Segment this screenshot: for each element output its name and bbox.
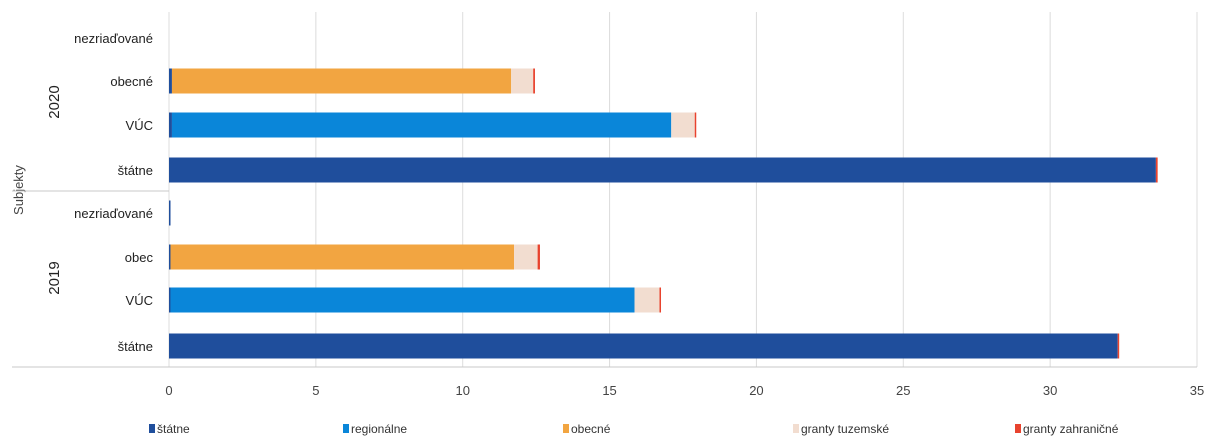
bar-segment — [659, 287, 662, 313]
legend-label: štátne — [157, 422, 190, 436]
bar-segment — [634, 287, 660, 313]
category-label: VÚC — [126, 118, 153, 133]
legend-label: granty zahraničné — [1023, 422, 1119, 436]
legend-label: granty tuzemské — [801, 422, 889, 436]
category-label: štátne — [118, 339, 153, 354]
bar-segment — [170, 287, 635, 313]
bar-segment — [1155, 157, 1158, 183]
legend-swatch — [1015, 424, 1021, 433]
x-tick-label: 10 — [455, 383, 469, 398]
x-tick-label: 25 — [896, 383, 910, 398]
bar-segment — [169, 68, 172, 94]
bar-segment — [169, 287, 171, 313]
x-tick-label: 15 — [602, 383, 616, 398]
x-tick-label: 0 — [165, 383, 172, 398]
bar-segment — [169, 157, 1156, 183]
bar-segment — [694, 112, 697, 138]
bar-segment — [533, 68, 535, 94]
legend-label: obecné — [571, 422, 611, 436]
group-label: 2020 — [46, 85, 63, 118]
x-tick-label: 35 — [1190, 383, 1204, 398]
category-label: štátne — [118, 163, 153, 178]
legend-swatch — [343, 424, 349, 433]
x-tick-label: 30 — [1043, 383, 1057, 398]
bar-segment — [537, 244, 540, 270]
bar-segment — [169, 200, 171, 226]
category-label: obecné — [110, 74, 153, 89]
bar-segment — [1117, 333, 1120, 359]
bar-segment — [511, 68, 534, 94]
category-label: VÚC — [126, 293, 153, 308]
x-tick-label: 20 — [749, 383, 763, 398]
bar-segment — [170, 244, 515, 270]
bar-segment — [514, 244, 538, 270]
bar-segment — [169, 112, 172, 138]
bar-segment — [671, 112, 695, 138]
legend-label: regionálne — [351, 422, 407, 436]
group-label: 2019 — [46, 261, 63, 294]
category-label: obec — [125, 250, 154, 265]
bar-segment — [169, 244, 171, 270]
bar-segment — [169, 333, 1118, 359]
y-axis-title: Subjekty — [11, 165, 26, 215]
category-label: nezriaďované — [74, 206, 153, 221]
category-label: nezriaďované — [74, 31, 153, 46]
x-tick-label: 5 — [312, 383, 319, 398]
legend-swatch — [149, 424, 155, 433]
legend-swatch — [563, 424, 569, 433]
bar-segment — [171, 68, 512, 94]
legend-swatch — [793, 424, 799, 433]
bar-segment — [171, 112, 672, 138]
